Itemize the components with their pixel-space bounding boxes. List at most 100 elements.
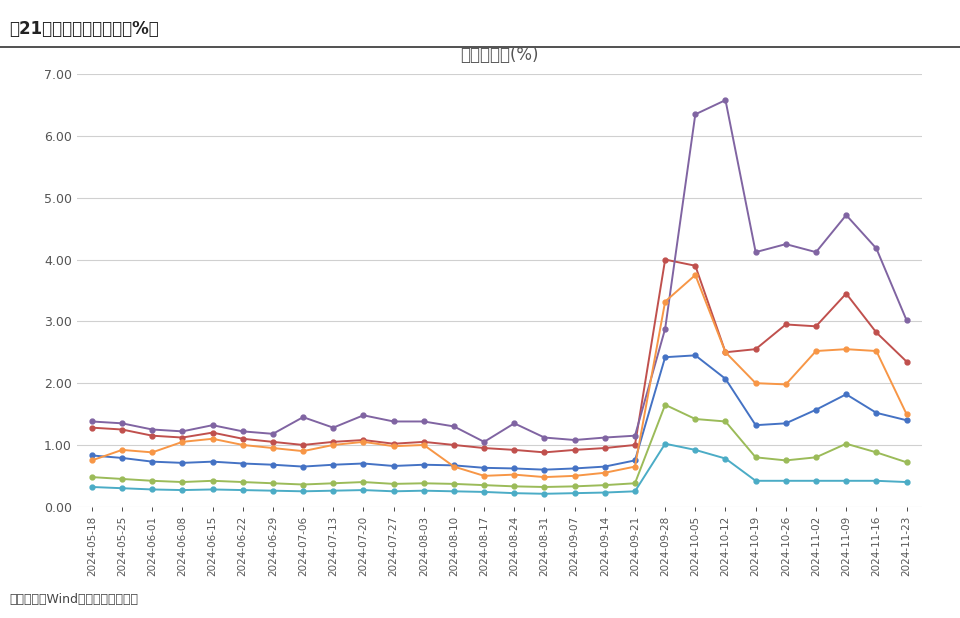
深证成指: [267, 438, 278, 446]
创业板: [569, 436, 581, 444]
科创板50: [448, 463, 460, 470]
上证综指: [871, 409, 882, 417]
深证成指: [750, 345, 761, 353]
上证50: [478, 488, 490, 496]
沪深300: [478, 481, 490, 489]
上证50: [720, 455, 732, 462]
深证成指: [689, 262, 701, 269]
创业板: [448, 423, 460, 430]
创业板: [900, 316, 912, 324]
创业板: [177, 428, 188, 435]
上证50: [780, 477, 792, 485]
科创板50: [86, 457, 98, 464]
上证50: [660, 440, 671, 447]
沪深300: [900, 459, 912, 466]
上证综指: [750, 421, 761, 429]
创业板: [629, 432, 640, 439]
创业板: [147, 426, 158, 433]
上证50: [539, 490, 550, 497]
沪深300: [810, 454, 822, 461]
深证成指: [388, 440, 399, 447]
上证50: [750, 477, 761, 485]
创业板: [116, 420, 128, 427]
沪深300: [871, 449, 882, 456]
科创板50: [599, 469, 611, 476]
上证50: [810, 477, 822, 485]
深证成指: [327, 438, 339, 446]
上证综指: [689, 352, 701, 359]
上证综指: [298, 463, 309, 470]
Line: 上证50: 上证50: [89, 441, 909, 496]
沪深300: [388, 480, 399, 488]
上证50: [147, 486, 158, 493]
上证50: [418, 487, 429, 494]
创业板: [509, 420, 520, 427]
上证50: [298, 488, 309, 495]
沪深300: [539, 483, 550, 491]
创业板: [689, 111, 701, 118]
Line: 科创板50: 科创板50: [89, 273, 909, 480]
上证50: [177, 486, 188, 494]
沪深300: [599, 481, 611, 489]
上证50: [629, 488, 640, 495]
上证综指: [147, 458, 158, 465]
科创板50: [660, 298, 671, 305]
科创板50: [388, 442, 399, 450]
深证成指: [660, 256, 671, 263]
沪深300: [327, 480, 339, 487]
深证成指: [86, 424, 98, 431]
上证50: [267, 487, 278, 494]
深证成指: [599, 444, 611, 452]
沪深300: [358, 478, 370, 486]
Line: 沪深300: 沪深300: [89, 402, 909, 489]
上证综指: [780, 420, 792, 427]
沪深300: [840, 440, 852, 447]
上证综指: [509, 465, 520, 472]
沪深300: [569, 483, 581, 490]
深证成指: [539, 449, 550, 456]
深证成指: [871, 329, 882, 336]
创业板: [840, 211, 852, 219]
沪深300: [780, 457, 792, 464]
沪深300: [267, 480, 278, 487]
创业板: [720, 96, 732, 104]
深证成指: [206, 429, 218, 436]
创业板: [267, 430, 278, 438]
上证50: [900, 478, 912, 486]
科创板50: [840, 345, 852, 353]
沪深300: [418, 480, 429, 487]
上证50: [448, 488, 460, 495]
科创板50: [900, 410, 912, 418]
沪深300: [177, 478, 188, 486]
上证综指: [810, 406, 822, 413]
沪深300: [720, 418, 732, 425]
科创板50: [147, 449, 158, 456]
深证成指: [147, 432, 158, 439]
上证综指: [569, 465, 581, 472]
上证综指: [660, 353, 671, 361]
上证综指: [206, 458, 218, 465]
上证50: [599, 489, 611, 496]
Text: 资料来源：Wind，中原证券研究所: 资料来源：Wind，中原证券研究所: [10, 593, 138, 606]
深证成指: [177, 434, 188, 441]
创业板: [599, 434, 611, 441]
科创板50: [267, 444, 278, 452]
沪深300: [237, 478, 249, 486]
科创板50: [177, 438, 188, 446]
沪深300: [448, 480, 460, 488]
深证成指: [418, 438, 429, 446]
创业板: [388, 418, 399, 425]
深证成指: [720, 349, 732, 356]
科创板50: [539, 473, 550, 481]
科创板50: [116, 446, 128, 454]
沪深300: [660, 401, 671, 408]
Line: 创业板: 创业板: [89, 98, 909, 444]
科创板50: [206, 435, 218, 442]
深证成指: [900, 358, 912, 365]
科创板50: [237, 441, 249, 449]
上证综指: [116, 454, 128, 462]
上证综指: [267, 461, 278, 468]
上证50: [689, 446, 701, 454]
上证50: [116, 485, 128, 492]
深证成指: [810, 323, 822, 330]
